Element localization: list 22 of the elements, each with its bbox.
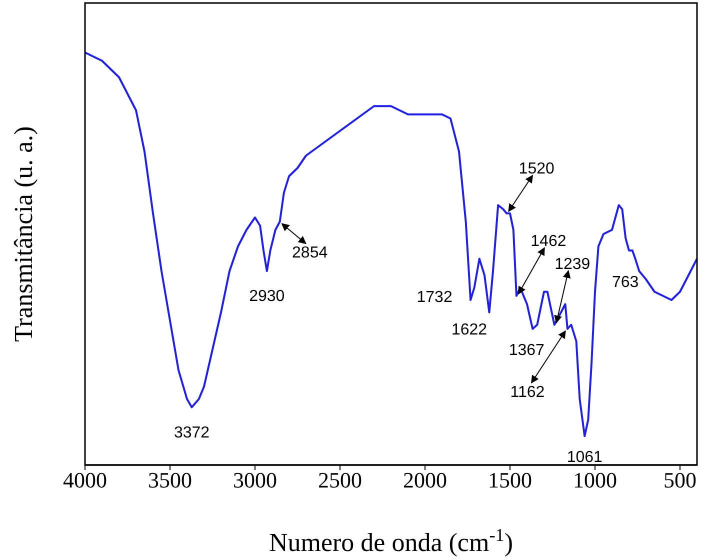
x-tick-label: 2000 [403, 468, 447, 493]
x-axis-title: Numero de onda (cm$^{-1}$) [268, 525, 514, 557]
x-tick-label: 2500 [318, 468, 362, 493]
annotation: 763 [612, 274, 639, 291]
x-tick-label: 3500 [148, 468, 192, 493]
x-tick-label: 500 [664, 468, 696, 493]
y-axis-title: Transmitância (u. a.) [9, 126, 38, 342]
annotation: 2854 [292, 244, 328, 262]
x-tick-label: 3000 [233, 468, 277, 493]
annotation: 1367 [508, 342, 545, 359]
x-tick-label: 4000 [63, 468, 107, 493]
annotation: 1622 [451, 321, 488, 338]
annotation: 1061 [566, 449, 603, 466]
x-tick-label: 1500 [488, 468, 532, 493]
annotation: 1162 [510, 384, 545, 401]
x-tick-label: 1000 [573, 468, 617, 493]
annotation: 1239 [554, 256, 590, 273]
annotation: 1462 [530, 232, 566, 250]
annotation: 1520 [518, 160, 554, 178]
annotation: 1732 [416, 289, 452, 306]
annotation: 3372 [174, 424, 210, 442]
annotation: 2930 [249, 288, 285, 306]
